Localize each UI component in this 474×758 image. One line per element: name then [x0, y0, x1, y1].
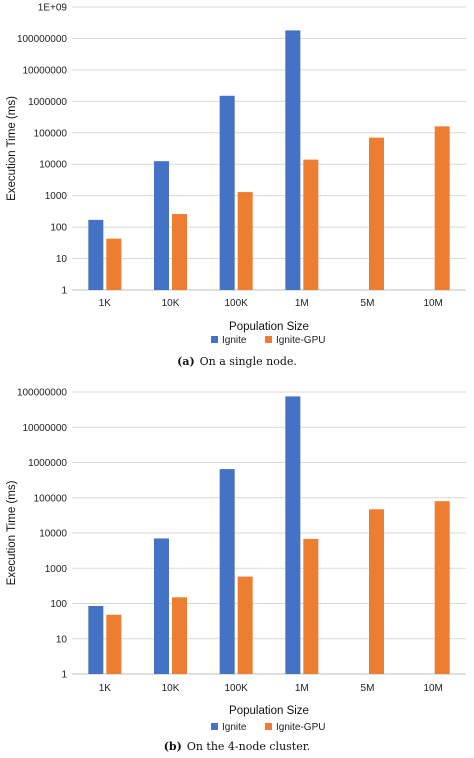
y-tick-label: 10000000 — [23, 423, 68, 434]
x-axis-title: Population Size — [229, 321, 309, 333]
caption-label: (a) — [177, 355, 195, 368]
y-tick-label: 100 — [50, 223, 67, 234]
y-tick-label: 100000 — [34, 493, 68, 504]
bar-ignite-gpu — [106, 238, 122, 290]
x-tick-label: 10K — [162, 683, 180, 694]
legend-label: Ignite-GPU — [276, 335, 325, 346]
bar-ignite — [154, 538, 169, 674]
bar-ignite — [285, 396, 301, 674]
y-tick-label: 10 — [56, 634, 68, 645]
bar-ignite-gpu — [237, 576, 253, 674]
x-tick-label: 1M — [295, 298, 309, 309]
legend-label: Ignite — [222, 722, 247, 733]
y-tick-label: 1000000 — [28, 458, 67, 469]
x-tick-label: 10M — [423, 683, 442, 694]
figure-caption: (b) On the 4-node cluster. — [164, 740, 311, 753]
y-axis-title: Execution Time (ms) — [6, 480, 18, 585]
x-tick-label: 10M — [423, 298, 442, 309]
bar-ignite — [285, 30, 301, 290]
bar-ignite-gpu — [172, 597, 187, 674]
bar-ignite-gpu — [369, 509, 384, 674]
bar-ignite-gpu — [106, 614, 122, 674]
bar-ignite — [219, 95, 235, 291]
x-tick-label: 5M — [361, 683, 375, 694]
x-tick-label: 100K — [224, 298, 248, 309]
y-tick-label: 10000 — [39, 529, 67, 540]
y-tick-label: 1 — [61, 286, 67, 297]
y-tick-label: 10000000 — [23, 65, 68, 76]
y-tick-label: 1 — [61, 670, 67, 681]
x-tick-label: 5M — [361, 298, 375, 309]
legend-label: Ignite — [222, 335, 247, 346]
legend-swatch — [265, 723, 272, 730]
chart-a: 1 10 100 1000 10000 100000 1000000 10000000 1000… — [6, 3, 466, 368]
legend: Ignite Ignite-GPU — [211, 722, 325, 733]
legend-label: Ignite-GPU — [276, 722, 325, 733]
x-tick-label: 1K — [99, 298, 112, 309]
y-tick-label: 100 — [50, 599, 67, 610]
caption-text: On a single node. — [200, 355, 297, 368]
caption-text: On the 4-node cluster. — [187, 740, 310, 753]
bar-ignite-gpu — [172, 214, 187, 290]
bar-ignite — [88, 605, 104, 674]
x-tick-label: 100K — [224, 683, 248, 694]
y-tick-label: 1000 — [45, 191, 68, 202]
bar-ignite-gpu — [369, 137, 384, 290]
y-tick-label: 100000000 — [17, 388, 67, 399]
y-tick-label: 10000 — [39, 160, 67, 171]
bar-ignite-gpu — [434, 501, 450, 674]
y-tick-label: 1E+09 — [38, 3, 68, 14]
legend: Ignite Ignite-GPU — [211, 335, 325, 346]
bar-ignite-gpu — [303, 538, 319, 674]
y-tick-label: 1000 — [45, 564, 68, 575]
bar-ignite-gpu — [434, 126, 450, 290]
caption-label: (b) — [164, 740, 182, 753]
y-axis-title: Execution Time (ms) — [6, 96, 18, 201]
bar-ignite — [88, 219, 104, 290]
legend-swatch — [265, 336, 272, 343]
y-tick-label: 100000 — [34, 128, 68, 139]
x-tick-label: 1K — [99, 683, 112, 694]
x-tick-label: 1M — [295, 683, 309, 694]
chart-b: 1 10 100 1000 10000 100000 1000000 10000000 1000… — [6, 388, 466, 753]
y-tick-label: 10 — [56, 254, 68, 265]
y-tick-label: 1000000 — [28, 97, 67, 108]
bar-ignite-gpu — [237, 192, 253, 290]
bar-ignite-gpu — [303, 159, 319, 290]
legend-swatch — [211, 723, 218, 730]
figure-caption: (a) On a single node. — [177, 355, 297, 368]
bar-ignite — [219, 469, 235, 674]
y-tick-label: 100000000 — [17, 34, 67, 45]
x-axis-title: Population Size — [229, 705, 309, 717]
bar-ignite — [154, 161, 169, 290]
legend-swatch — [211, 336, 218, 343]
x-tick-label: 10K — [162, 298, 180, 309]
